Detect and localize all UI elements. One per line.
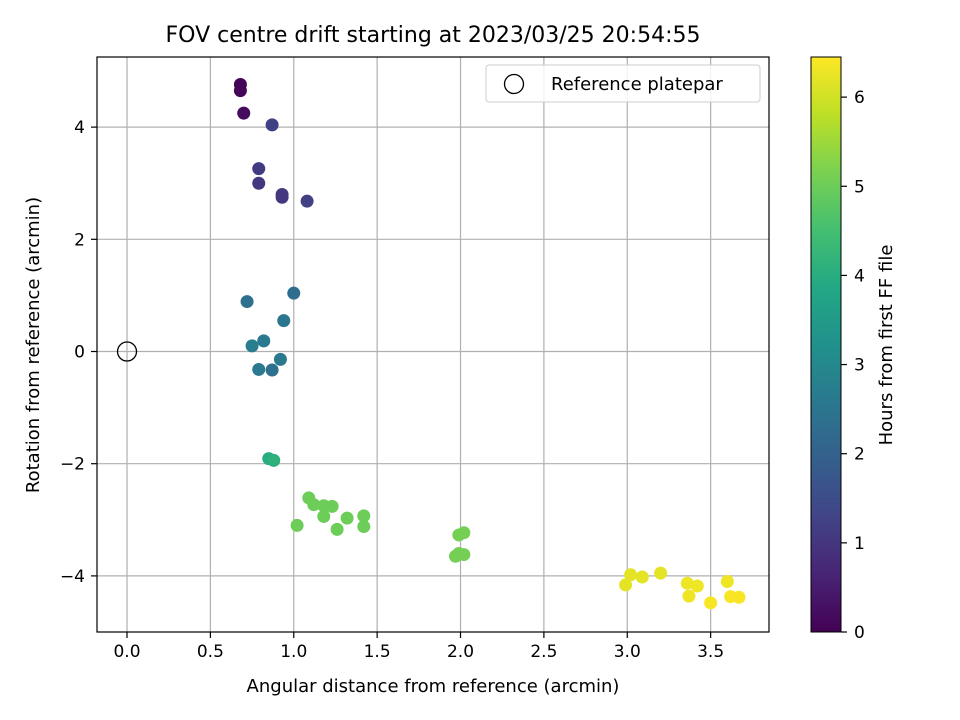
data-point <box>682 589 696 603</box>
data-point <box>290 518 304 532</box>
legend-label: Reference platepar <box>551 74 723 95</box>
colorbar-gradient <box>810 56 842 633</box>
chart-title: FOV centre drift starting at 2023/03/25 … <box>166 23 701 48</box>
grid-lines <box>97 57 769 632</box>
data-point <box>452 528 466 542</box>
data-point <box>265 363 279 377</box>
colorbar-tick-label: 4 <box>854 266 865 286</box>
data-point <box>252 162 266 176</box>
colorbar-tick-label: 6 <box>854 88 865 108</box>
data-point <box>277 314 291 328</box>
legend-box <box>485 64 761 103</box>
y-axis-ticks: −4 −2 0 2 4 <box>60 118 97 587</box>
data-point <box>267 453 281 467</box>
x-tick-label: 0.0 <box>113 642 140 662</box>
data-point <box>357 520 371 534</box>
data-point <box>240 295 254 309</box>
data-point <box>704 596 718 610</box>
data-point <box>619 578 633 592</box>
y-axis-label: Rotation from reference (arcmin) <box>23 197 44 493</box>
data-point <box>252 362 266 376</box>
data-point <box>624 568 638 582</box>
x-axis-ticks: 0.0 0.5 1.0 1.5 2.0 2.5 3.0 3.5 <box>113 632 724 662</box>
data-point <box>287 286 301 300</box>
x-tick-label: 1.0 <box>280 642 307 662</box>
data-point <box>252 176 266 190</box>
y-tick-label: 4 <box>74 118 85 138</box>
colorbar-tick-label: 1 <box>854 534 865 554</box>
data-point <box>273 352 287 366</box>
data-points <box>233 77 746 610</box>
x-axis-label: Angular distance from reference (arcmin) <box>247 676 620 697</box>
reference-marker <box>116 341 138 362</box>
data-point <box>300 194 314 208</box>
data-point <box>317 509 331 523</box>
y-tick-label: −4 <box>60 567 85 587</box>
data-point <box>307 498 321 512</box>
data-point <box>325 499 339 513</box>
data-point <box>690 579 704 593</box>
x-tick-label: 2.5 <box>530 642 557 662</box>
reference-marker-layer <box>116 341 138 362</box>
data-point <box>265 118 279 132</box>
x-tick-label: 3.5 <box>697 642 724 662</box>
data-point <box>680 576 694 590</box>
data-point <box>340 511 354 525</box>
x-tick-label: 3.0 <box>614 642 641 662</box>
data-point <box>237 106 251 120</box>
data-point <box>720 575 734 589</box>
y-tick-label: 0 <box>74 343 85 363</box>
colorbar-tick-label: 0 <box>854 623 865 643</box>
x-tick-label: 0.5 <box>197 642 224 662</box>
data-point <box>357 509 371 523</box>
colorbar-tick-label: 2 <box>854 445 865 465</box>
colorbar: 0 1 2 3 4 5 6 Hours from first FF file <box>810 56 897 643</box>
data-point <box>732 590 746 604</box>
data-point <box>330 522 344 536</box>
data-point <box>233 84 247 98</box>
data-point <box>449 549 463 563</box>
colorbar-ticks: 0 1 2 3 4 5 6 <box>841 88 865 643</box>
x-tick-label: 1.5 <box>364 642 391 662</box>
y-tick-label: 2 <box>74 230 85 250</box>
legend: Reference platepar <box>485 64 761 103</box>
data-point <box>635 570 649 584</box>
x-tick-label: 2.0 <box>447 642 474 662</box>
data-point <box>275 190 289 204</box>
legend-reference-marker <box>503 73 525 95</box>
data-point <box>257 334 271 348</box>
colorbar-label: Hours from first FF file <box>876 245 897 446</box>
plot-frame <box>96 56 770 633</box>
data-point <box>245 339 259 353</box>
colorbar-tick-label: 3 <box>854 356 865 376</box>
data-point <box>654 566 668 580</box>
colorbar-tick-label: 5 <box>854 177 865 197</box>
y-tick-label: −2 <box>60 455 85 475</box>
